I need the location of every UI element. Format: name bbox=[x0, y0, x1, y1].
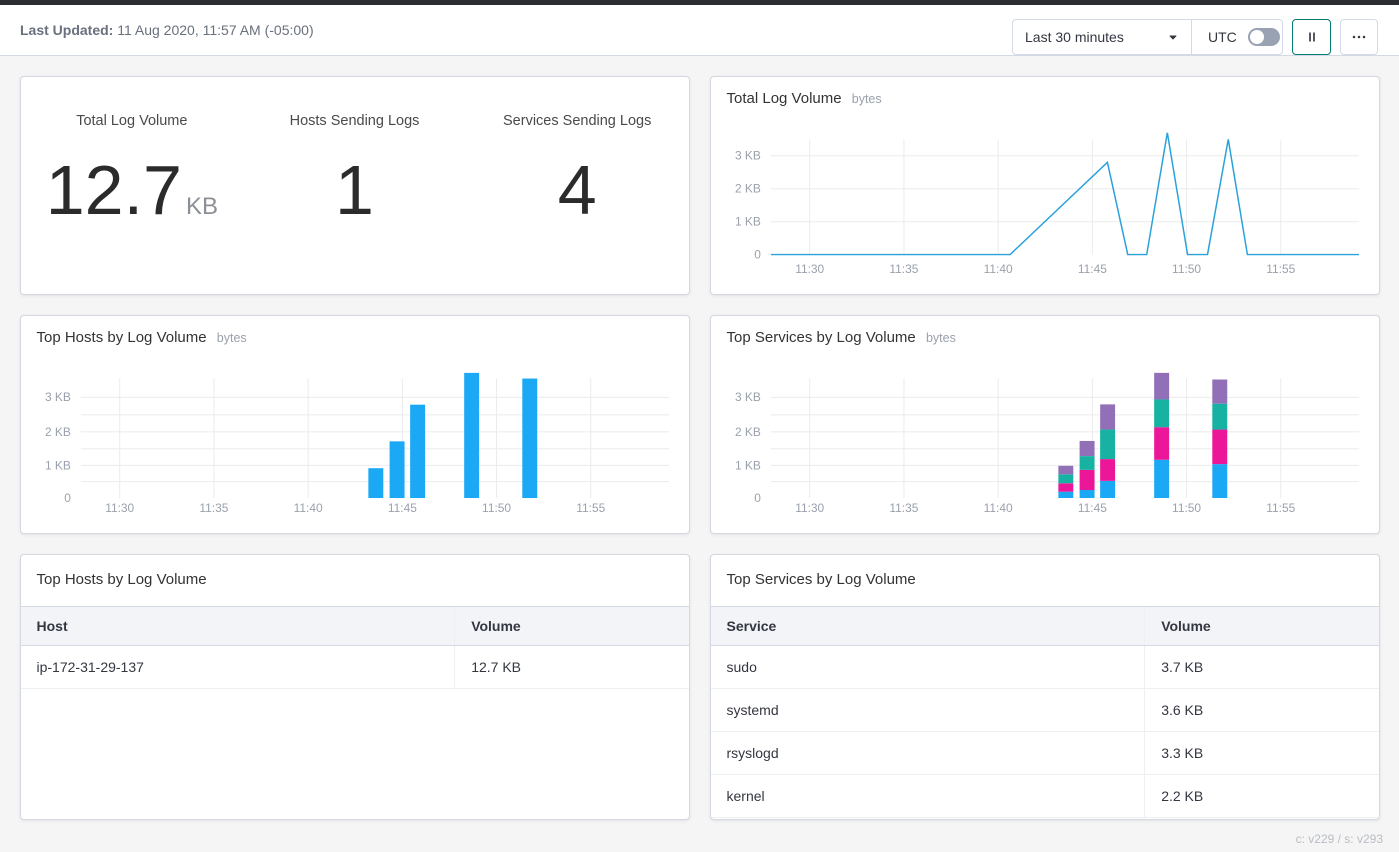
svg-text:11:35: 11:35 bbox=[889, 262, 918, 276]
svg-text:11:40: 11:40 bbox=[293, 501, 322, 515]
svg-text:11:55: 11:55 bbox=[576, 501, 605, 515]
svg-text:11:50: 11:50 bbox=[1172, 262, 1201, 276]
svg-text:1 KB: 1 KB bbox=[734, 215, 760, 229]
svg-text:2 KB: 2 KB bbox=[734, 425, 760, 439]
svg-text:0: 0 bbox=[64, 491, 71, 505]
svg-text:1 KB: 1 KB bbox=[44, 458, 70, 472]
svg-text:0: 0 bbox=[754, 491, 761, 505]
svg-text:11:50: 11:50 bbox=[1172, 501, 1201, 515]
svg-text:3 KB: 3 KB bbox=[734, 390, 760, 404]
svg-text:11:50: 11:50 bbox=[482, 501, 511, 515]
svg-text:2 KB: 2 KB bbox=[44, 425, 70, 439]
svg-text:11:40: 11:40 bbox=[983, 501, 1012, 515]
svg-text:11:45: 11:45 bbox=[1077, 262, 1106, 276]
svg-text:11:55: 11:55 bbox=[1266, 262, 1295, 276]
svg-text:11:55: 11:55 bbox=[1266, 501, 1295, 515]
svg-text:0: 0 bbox=[754, 248, 761, 262]
svg-text:11:30: 11:30 bbox=[795, 501, 824, 515]
svg-text:11:30: 11:30 bbox=[105, 501, 134, 515]
svg-text:11:45: 11:45 bbox=[387, 501, 416, 515]
svg-text:11:35: 11:35 bbox=[199, 501, 228, 515]
svg-text:3 KB: 3 KB bbox=[734, 149, 760, 163]
svg-text:2 KB: 2 KB bbox=[734, 182, 760, 196]
svg-text:1 KB: 1 KB bbox=[734, 458, 760, 472]
svg-text:3 KB: 3 KB bbox=[44, 390, 70, 404]
svg-text:11:45: 11:45 bbox=[1077, 501, 1106, 515]
svg-text:11:35: 11:35 bbox=[889, 501, 918, 515]
svg-text:11:30: 11:30 bbox=[795, 262, 824, 276]
svg-text:11:40: 11:40 bbox=[983, 262, 1012, 276]
